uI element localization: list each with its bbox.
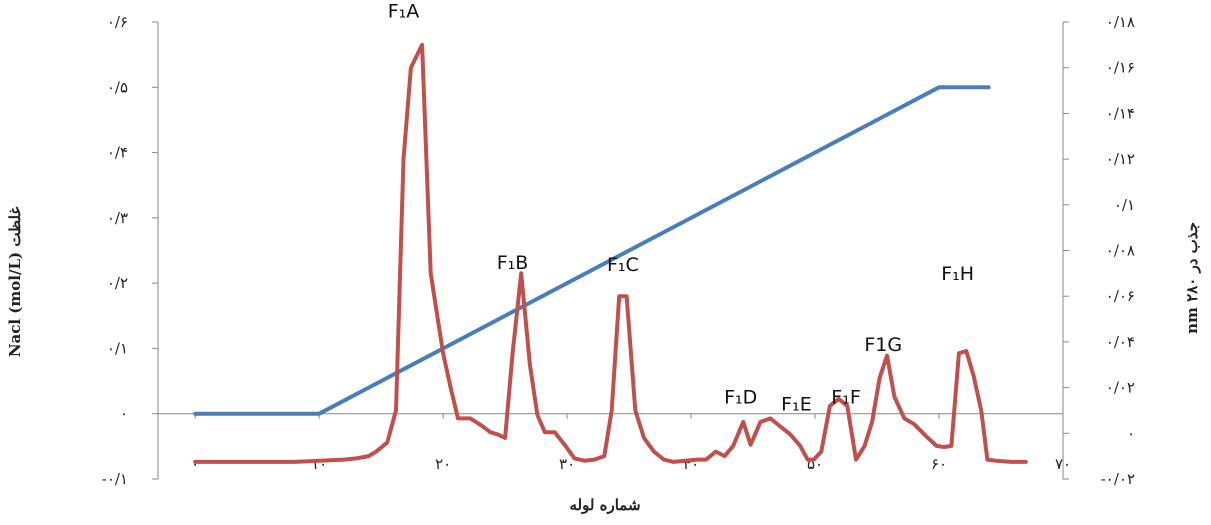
peak-label: F₁A	[388, 0, 420, 22]
absorbance-line	[193, 42, 1028, 464]
peak-label: F₁H	[941, 263, 974, 285]
y-right-tick-label: ۰/۱	[1114, 196, 1135, 214]
y-right-tick-label: -۰/۰۲	[1101, 470, 1135, 488]
y-left-tick-label: ۰/۴	[107, 144, 128, 162]
y-left-tick-label: ۰/۶	[107, 13, 128, 31]
y-right-tick-label: ۰/۰۶	[1106, 287, 1135, 305]
y-left-tick-label: -۰/۱	[102, 470, 128, 488]
y-right-tick-label: ۰	[1127, 424, 1135, 442]
y-left-tick-label: ۰/۵	[107, 78, 128, 96]
y-right-tick-label: ۰/۰۲	[1106, 379, 1135, 397]
x-axis-title: شماره لوله	[569, 496, 640, 514]
y-right-tick-label: ۰/۱۸	[1106, 13, 1135, 31]
y-axis-right-title: جذب در ۲۸۰ nm	[1183, 222, 1201, 334]
y-right-tick-label: ۰/۱۲	[1106, 150, 1135, 168]
peak-label: F1G	[864, 334, 902, 356]
axes: -۰/۱ ۰ ۰/۱ ۰/۲ ۰/۳ ۰/۴ ۰/۵ ۰/۶ -۰/۰۲ ۰ ۰/۰۲ ۰/۰۴ ۰/۰…	[102, 13, 1135, 488]
labels-layer: F₁A F₁B F₁C F₁D F₁E F₁F F1G F₁H	[388, 0, 974, 415]
y-axis-left-title: غلظت Nacl (mol/L)	[6, 207, 24, 358]
peak-label: F₁B	[497, 252, 529, 274]
series-layer	[193, 42, 1028, 464]
y-right-tick-label: ۰/۱۴	[1106, 104, 1135, 122]
peak-label: F₁E	[781, 393, 812, 415]
y-left-tick-label: ۰/۲	[107, 274, 128, 292]
x-tick-label: ۱۰	[311, 455, 327, 473]
x-tick-label: ۳۰	[559, 455, 575, 473]
nacl-gradient-line	[193, 85, 991, 416]
y-right-tick-label: ۰/۰۴	[1106, 333, 1135, 351]
x-tick-label: ۲۰	[435, 455, 451, 473]
y-left-tick-label: ۰/۳	[107, 209, 128, 227]
y-left-tick-label: ۰/۱	[107, 339, 128, 357]
x-tick-label: ۷۰	[1055, 455, 1071, 473]
peak-label: F₁F	[831, 387, 860, 409]
y-left-tick-label: ۰	[120, 405, 128, 423]
x-tick-label: ۰	[191, 455, 199, 473]
peak-label: F₁C	[607, 254, 639, 276]
x-tick-label: ۶۰	[931, 455, 947, 473]
y-right-tick-label: ۰/۱۶	[1106, 59, 1135, 77]
peak-label: F₁D	[724, 387, 757, 409]
y-right-tick-label: ۰/۰۸	[1106, 242, 1135, 260]
